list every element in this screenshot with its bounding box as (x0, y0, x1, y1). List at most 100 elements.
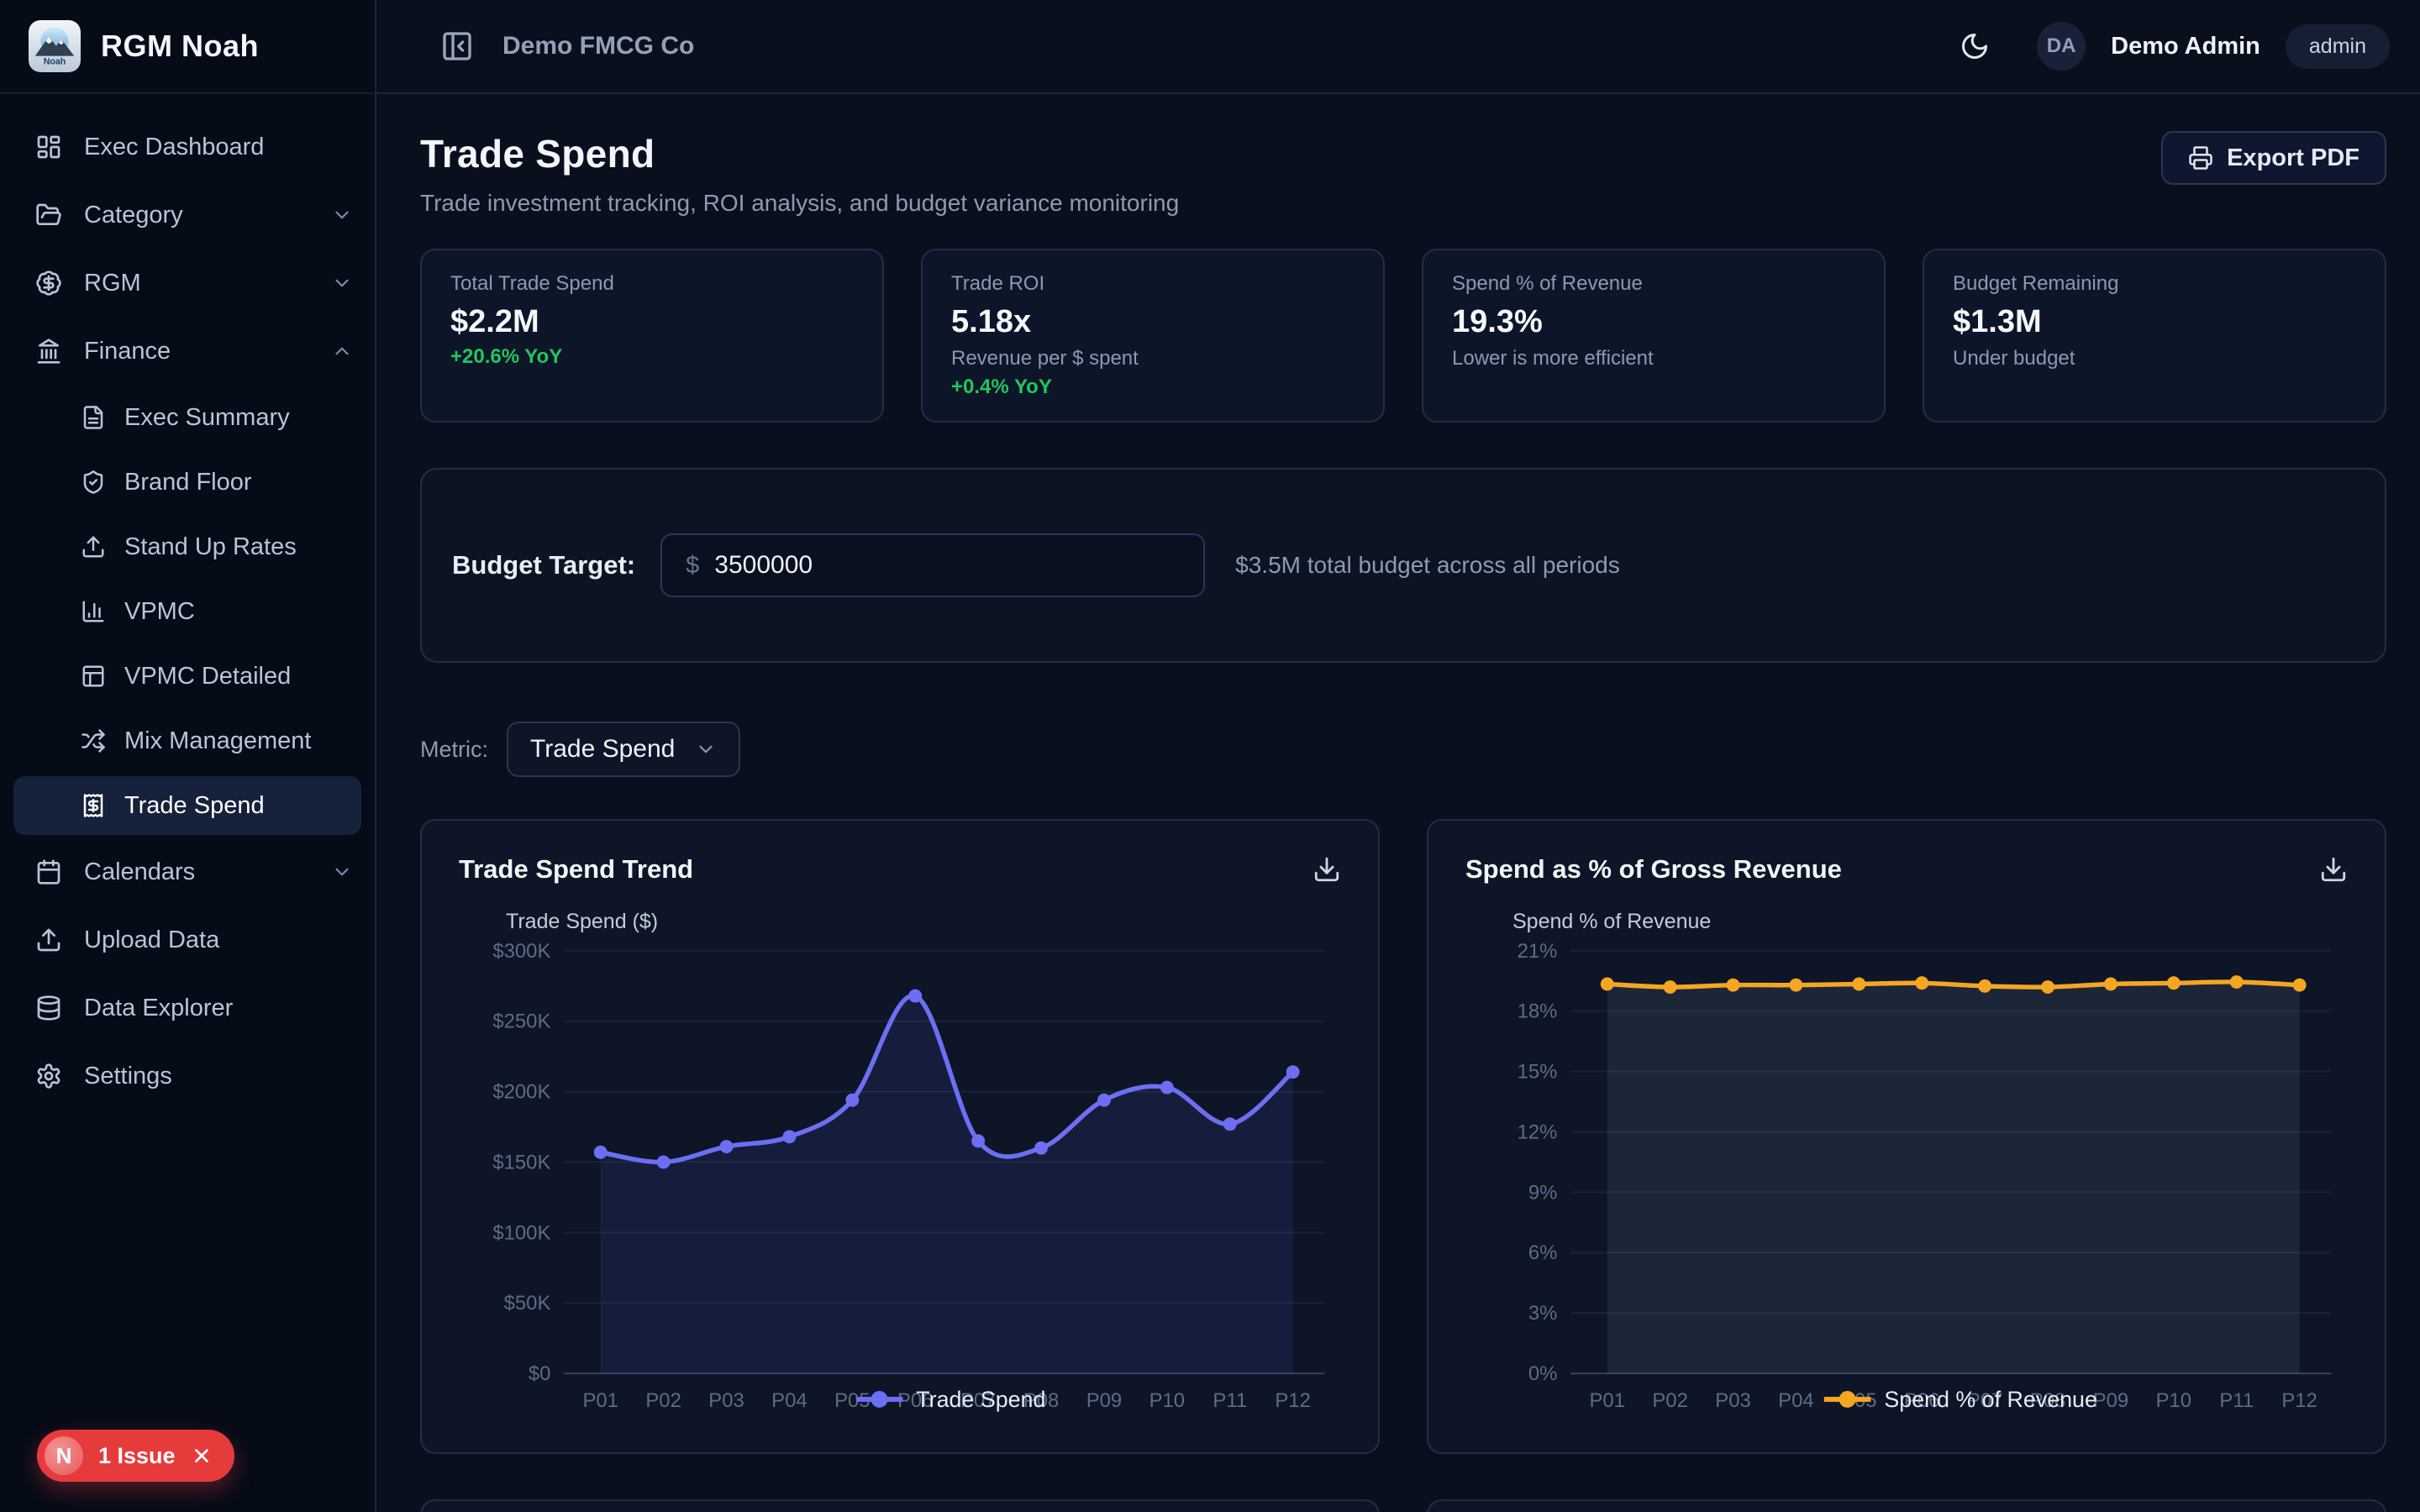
chart-title: Spend as % of Gross Revenue (1465, 854, 1842, 884)
download-icon[interactable] (2319, 855, 2348, 884)
svg-text:P06: P06 (897, 1389, 933, 1412)
calendar-icon (37, 859, 60, 885)
sidebar-item-label: Category (84, 201, 183, 228)
dashboard-icon (37, 135, 60, 159)
user-name: Demo Admin (2111, 32, 2260, 60)
budget-target-field: $ (660, 533, 1206, 597)
sidebar-collapse-icon[interactable] (440, 29, 474, 63)
sidebar-item-label: Exec Dashboard (84, 133, 265, 160)
sidebar-item-label: Data Explorer (84, 994, 234, 1021)
svg-text:Trade Spend: Trade Spend (916, 1387, 1045, 1412)
sidebar-item-label: Mix Management (124, 727, 312, 754)
kpi-value: 19.3% (1452, 304, 1543, 339)
chevron-down-icon (335, 279, 349, 287)
metric-selected-value: Trade Spend (530, 735, 676, 763)
budget-target-panel: Budget Target: $ $3.5M total budget acro… (420, 468, 2386, 663)
svg-text:Noah: Noah (44, 56, 66, 66)
kpi-trade-roi: Trade ROI 5.18x Revenue per $ spent +0.4… (921, 249, 1385, 423)
close-icon[interactable] (191, 1445, 213, 1467)
app-logo: Noah (29, 20, 81, 72)
kpi-budget-remaining: Budget Remaining $1.3M Under budget (1923, 249, 2386, 423)
role-badge: admin (2285, 24, 2390, 69)
svg-text:$250K: $250K (492, 1011, 550, 1033)
sidebar-item-brand-floor[interactable]: Brand Floor (13, 453, 361, 512)
folder-open-icon (36, 203, 61, 226)
trade-spend-trend-chart: $0 $50K $100K $150K $200K $250K $300K P01 P02 P03… (459, 939, 1341, 1441)
export-pdf-button[interactable]: Export PDF (2161, 131, 2386, 185)
landmark-icon (37, 339, 60, 364)
budget-target-input[interactable] (714, 551, 1181, 580)
metric-select[interactable]: Trade Spend (507, 722, 741, 777)
chevron-up-icon (335, 347, 349, 355)
svg-text:18%: 18% (1518, 1000, 1558, 1023)
svg-text:P02: P02 (645, 1389, 681, 1412)
gear-icon (37, 1063, 60, 1089)
chart-axis-title: Trade Spend ($) (506, 910, 659, 933)
kpi-subtext: Under budget (1953, 347, 2075, 370)
sidebar-item-finance[interactable]: Finance (13, 320, 361, 382)
trade-spend-trend-card: Trade Spend Trend Trade Spend ($) $0 $50K… (420, 819, 1380, 1454)
chevron-down-icon (699, 745, 713, 753)
svg-text:P10: P10 (1150, 1389, 1185, 1412)
sidebar-item-label: Trade Spend (124, 791, 265, 819)
sidebar-item-label: Calendars (84, 858, 196, 885)
svg-text:P07: P07 (1967, 1389, 2002, 1412)
shuffle-icon (82, 729, 105, 753)
sidebar-item-label: VPMC (124, 597, 195, 625)
kpi-delta: +20.6% YoY (450, 345, 563, 368)
kpi-label: Total Trade Spend (450, 272, 614, 295)
badge-dollar-icon (36, 270, 61, 296)
svg-text:P12: P12 (1275, 1389, 1310, 1412)
sidebar-item-label: Upload Data (84, 926, 220, 953)
svg-text:0%: 0% (1528, 1362, 1557, 1385)
chart-svg: $0 $50K $100K $150K $200K $250K $300K P01 P02 P03… (492, 940, 1325, 1412)
sidebar-item-upload-data[interactable]: Upload Data (13, 909, 361, 971)
sidebar-item-label: Settings (84, 1062, 172, 1089)
printer-icon (2189, 146, 2212, 170)
sidebar-item-label: Finance (84, 337, 171, 365)
chevron-down-icon (335, 868, 349, 876)
sidebar-item-rgm[interactable]: RGM (13, 252, 361, 314)
budget-target-label: Budget Target: (452, 550, 636, 580)
page-subtitle: Trade investment tracking, ROI analysis,… (420, 190, 1180, 216)
svg-text:P07: P07 (960, 1389, 996, 1412)
sidebar-item-vpmc-detailed[interactable]: VPMC Detailed (13, 647, 361, 706)
svg-text:P12: P12 (2281, 1389, 2317, 1412)
svg-text:Spend % of Revenue: Spend % of Revenue (1884, 1387, 2097, 1412)
sidebar-item-stand-up-rates[interactable]: Stand Up Rates (13, 517, 361, 576)
svg-text:$300K: $300K (492, 940, 550, 963)
sidebar-item-category[interactable]: Category (13, 184, 361, 246)
svg-text:P09: P09 (1086, 1389, 1122, 1412)
page-title: Trade Spend (420, 132, 655, 176)
issue-pill[interactable]: N 1 Issue (37, 1430, 234, 1482)
svg-text:$0: $0 (529, 1362, 551, 1385)
chevron-down-icon (335, 211, 349, 219)
svg-text:P06: P06 (1904, 1389, 1939, 1412)
sidebar-item-settings[interactable]: Settings (13, 1045, 361, 1107)
sidebar-item-label: Exec Summary (124, 403, 290, 431)
kpi-value: $2.2M (450, 304, 539, 339)
sidebar-item-vpmc[interactable]: VPMC (13, 582, 361, 641)
sidebar-item-calendars[interactable]: Calendars (13, 841, 361, 903)
avatar[interactable]: DA (2037, 22, 2086, 71)
sidebar-item-exec-summary[interactable]: Exec Summary (13, 388, 361, 447)
receipt-dollar-icon (83, 794, 103, 817)
moon-icon[interactable] (1960, 31, 1990, 61)
sidebar-item-data-explorer[interactable]: Data Explorer (13, 977, 361, 1039)
bar-chart-icon (82, 601, 104, 622)
svg-text:3%: 3% (1528, 1302, 1557, 1325)
sidebar-item-mix-management[interactable]: Mix Management (13, 711, 361, 770)
svg-text:$100K: $100K (492, 1221, 550, 1244)
kpi-value: $1.3M (1953, 304, 2042, 339)
sidebar-item-exec-dashboard[interactable]: Exec Dashboard (13, 116, 361, 178)
svg-text:P04: P04 (1778, 1389, 1813, 1412)
chart-axis-title: Spend % of Revenue (1512, 910, 1712, 933)
download-icon[interactable] (1313, 855, 1341, 884)
sidebar-item-trade-spend[interactable]: Trade Spend (13, 776, 361, 835)
svg-text:P09: P09 (2093, 1389, 2128, 1412)
kpi-label: Spend % of Revenue (1452, 272, 1643, 295)
kpi-subtext: Lower is more efficient (1452, 347, 1654, 370)
svg-text:P03: P03 (708, 1389, 744, 1412)
shield-check-icon (83, 470, 103, 494)
